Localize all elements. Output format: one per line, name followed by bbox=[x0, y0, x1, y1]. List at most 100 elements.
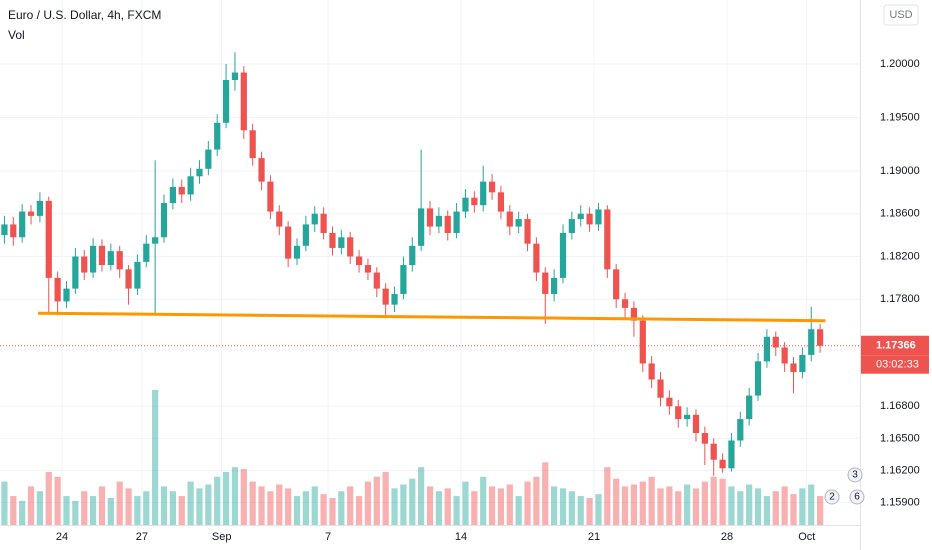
volume-bar bbox=[373, 476, 380, 525]
volume-bar bbox=[675, 491, 682, 525]
trendline bbox=[38, 311, 826, 323]
candle-body bbox=[19, 211, 26, 238]
candle-body bbox=[311, 213, 318, 225]
candle-body bbox=[480, 181, 487, 206]
candle-body bbox=[684, 414, 691, 420]
volume-bar bbox=[134, 496, 141, 525]
event-count: 3 bbox=[852, 470, 858, 481]
volume-bar bbox=[515, 496, 522, 525]
candle-body bbox=[790, 363, 797, 373]
volume-bar bbox=[222, 471, 230, 525]
candle-body bbox=[10, 224, 17, 238]
y-tick-label: 1.18200 bbox=[880, 250, 920, 262]
volume-bar bbox=[347, 486, 354, 525]
volume-bar bbox=[285, 488, 292, 525]
volume-bar bbox=[462, 481, 469, 525]
volume-bar bbox=[639, 481, 646, 525]
candle-body bbox=[666, 397, 673, 407]
y-tick-label: 1.17800 bbox=[880, 293, 920, 305]
event-marker[interactable] bbox=[847, 467, 863, 483]
y-tick-label: 1.16800 bbox=[880, 400, 920, 412]
y-tick-label: 1.18600 bbox=[880, 208, 920, 220]
candle-body bbox=[604, 209, 611, 270]
candle-body bbox=[178, 186, 185, 195]
volume-bar bbox=[648, 476, 655, 525]
candle-body bbox=[710, 443, 717, 460]
candle-body bbox=[533, 243, 540, 273]
volume-bar bbox=[355, 496, 363, 525]
y-tick-label: 1.19000 bbox=[880, 165, 920, 177]
candle-body bbox=[409, 245, 416, 266]
x-tick-label: Oct bbox=[798, 531, 815, 543]
candle-body bbox=[125, 269, 132, 289]
candle-body bbox=[577, 213, 584, 220]
event-count: 2 bbox=[829, 492, 835, 503]
candle-body bbox=[169, 186, 176, 204]
candle-body bbox=[329, 232, 336, 248]
volume-bar bbox=[214, 476, 221, 525]
candle-body bbox=[613, 269, 620, 300]
event-marker[interactable] bbox=[824, 489, 840, 505]
countdown: 03:02:33 bbox=[876, 359, 919, 371]
volume-bar bbox=[329, 498, 336, 525]
candle-body bbox=[160, 203, 168, 238]
volume-bar bbox=[409, 478, 416, 525]
candle-body bbox=[426, 208, 434, 227]
y-tick-label: 1.19500 bbox=[880, 111, 920, 123]
candle-body bbox=[559, 232, 567, 278]
event-count: 6 bbox=[854, 492, 860, 503]
volume-bar bbox=[240, 469, 247, 525]
candle-body bbox=[657, 379, 664, 398]
candle-body bbox=[621, 299, 629, 308]
volume-bar bbox=[311, 486, 318, 525]
volume-bar bbox=[63, 496, 70, 525]
volume-bar bbox=[205, 484, 212, 525]
volume-bar bbox=[630, 484, 638, 525]
candle-body bbox=[72, 256, 79, 289]
volume-bar bbox=[19, 500, 26, 525]
event-marker[interactable] bbox=[849, 489, 865, 505]
volume-bar bbox=[187, 481, 194, 525]
y-tick-label: 1.16500 bbox=[880, 432, 920, 444]
candle-body bbox=[89, 245, 97, 273]
candle-body bbox=[542, 272, 549, 294]
candle-body bbox=[347, 237, 354, 257]
candle-body bbox=[444, 215, 451, 233]
volume-bar bbox=[400, 484, 407, 525]
volume-bar bbox=[267, 491, 274, 525]
volume-bar bbox=[657, 488, 664, 525]
volume-bar bbox=[231, 467, 239, 525]
currency-button[interactable] bbox=[883, 4, 919, 26]
candle-body bbox=[453, 211, 460, 233]
candle-body bbox=[435, 215, 442, 227]
x-tick-label: 28 bbox=[721, 531, 733, 543]
candle-body bbox=[320, 213, 327, 233]
candle-body bbox=[746, 395, 753, 420]
candle-body bbox=[36, 200, 43, 216]
candle-body bbox=[595, 209, 602, 225]
volume-bar bbox=[586, 498, 593, 525]
volume-bar bbox=[790, 494, 797, 525]
candle-body bbox=[107, 251, 114, 266]
candle-body bbox=[187, 176, 194, 195]
volume-bar bbox=[418, 467, 425, 525]
candle-body bbox=[249, 130, 256, 159]
countdown-bg bbox=[861, 355, 929, 374]
candle-body bbox=[267, 181, 274, 212]
volume-bar bbox=[10, 496, 17, 525]
candle-body bbox=[506, 211, 513, 227]
candle-body bbox=[737, 419, 744, 441]
volume-bar bbox=[116, 481, 123, 525]
candle-body bbox=[568, 219, 575, 233]
volume-bar bbox=[258, 486, 265, 525]
volume-bar bbox=[559, 488, 567, 525]
y-tick-label: 1.20000 bbox=[880, 58, 920, 70]
volume-bar bbox=[364, 481, 372, 525]
candle-body bbox=[27, 211, 35, 216]
candle-body bbox=[285, 226, 292, 259]
candle-body bbox=[488, 181, 496, 193]
volume-bar bbox=[488, 486, 496, 525]
volume-bar bbox=[808, 484, 815, 525]
chart-title: Euro / U.S. Dollar, 4h, FXCM bbox=[8, 8, 161, 22]
